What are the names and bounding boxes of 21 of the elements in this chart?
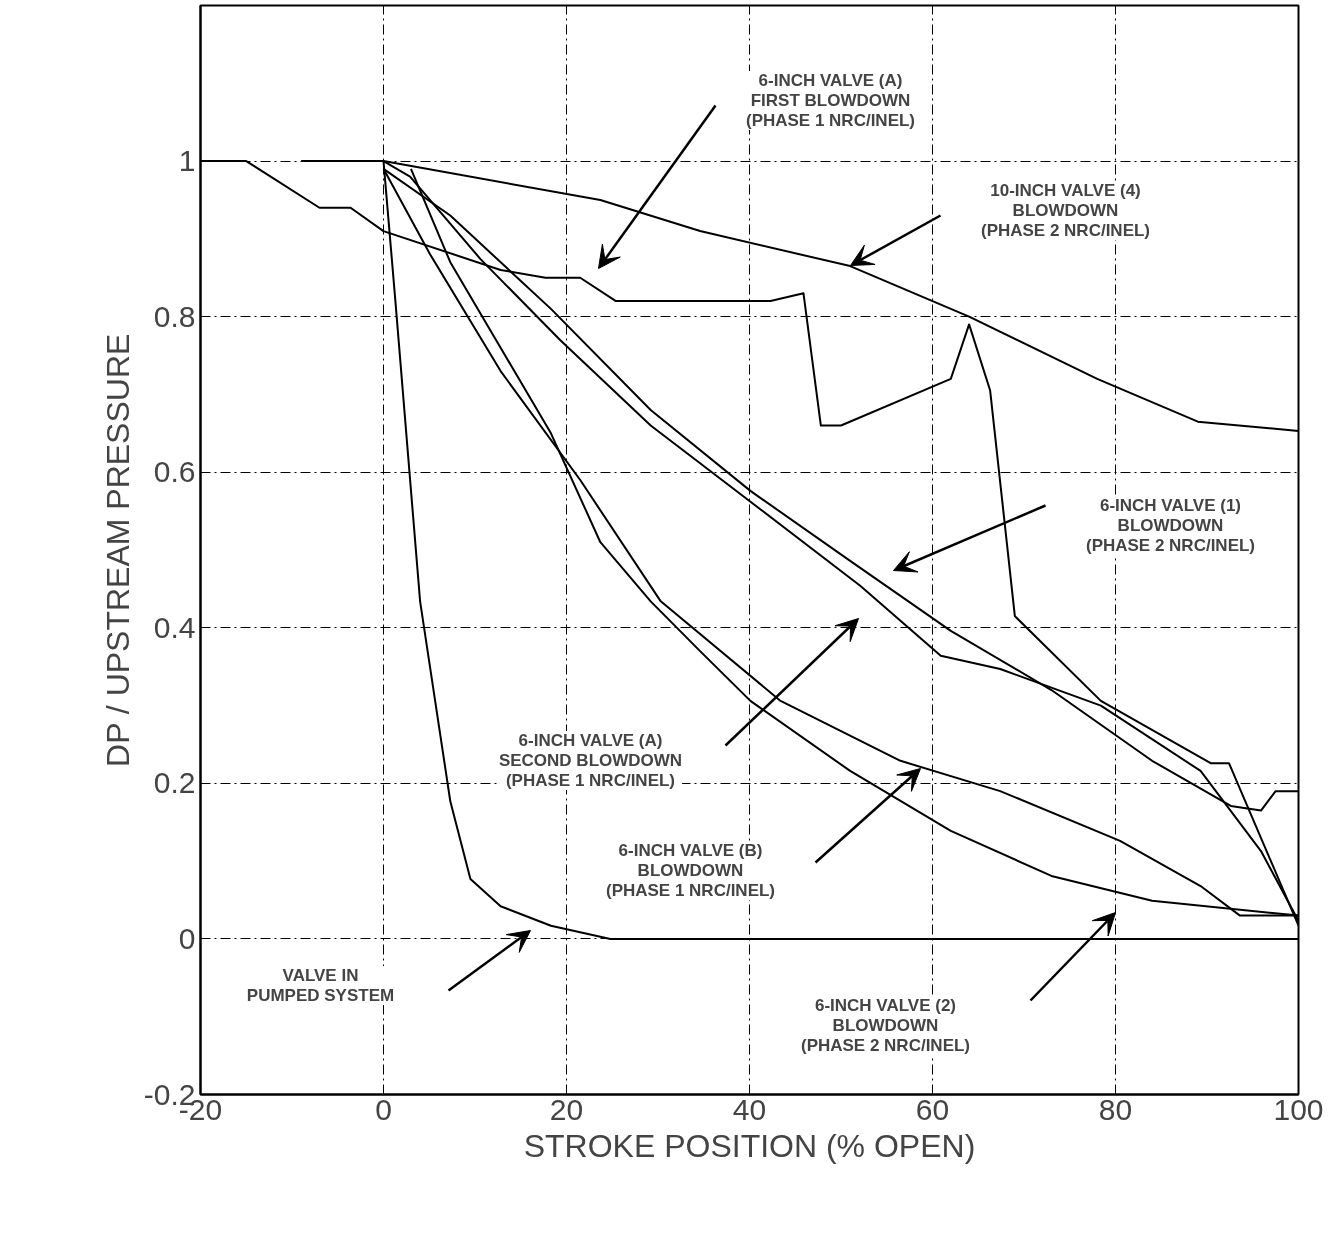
annotation: 6-INCH VALVE (A) SECOND BLOWDOWN (PHASE 1 NRC/INEL) xyxy=(498,731,683,790)
y-tick-label: 1 xyxy=(178,144,196,178)
y-tick-label: 0.2 xyxy=(153,766,196,800)
annotation: 6-INCH VALVE (B) BLOWDOWN (PHASE 1 NRC/INEL) xyxy=(605,841,776,900)
x-tick-label: 20 xyxy=(549,1092,584,1126)
y-tick-label: 0.6 xyxy=(153,455,196,489)
x-tick-label: 0 xyxy=(375,1092,392,1126)
x-tick-label: 80 xyxy=(1098,1092,1133,1126)
annotation: VALVE IN PUMPED SYSTEM xyxy=(246,966,395,1005)
y-axis-title: DP / UPSTREAM PRESSURE xyxy=(99,333,136,767)
annotation: 10-INCH VALVE (4) BLOWDOWN (PHASE 2 NRC/INEL) xyxy=(980,181,1151,240)
x-tick-label: 100 xyxy=(1273,1092,1324,1126)
annotation: 6-INCH VALVE (A) FIRST BLOWDOWN (PHASE 1 NRC/INEL) xyxy=(745,71,916,130)
y-tick-label: 0.8 xyxy=(153,299,196,333)
annotation: 6-INCH VALVE (2) BLOWDOWN (PHASE 2 NRC/INEL) xyxy=(800,996,971,1055)
y-tick-label: 0.4 xyxy=(153,610,196,644)
x-tick-label: 40 xyxy=(732,1092,767,1126)
y-tick-label: 0 xyxy=(178,921,196,955)
x-tick-label: 60 xyxy=(915,1092,950,1126)
annotation: 6-INCH VALVE (1) BLOWDOWN (PHASE 2 NRC/INEL) xyxy=(1085,496,1256,555)
x-axis-title: STROKE POSITION (% OPEN) xyxy=(523,1127,976,1164)
